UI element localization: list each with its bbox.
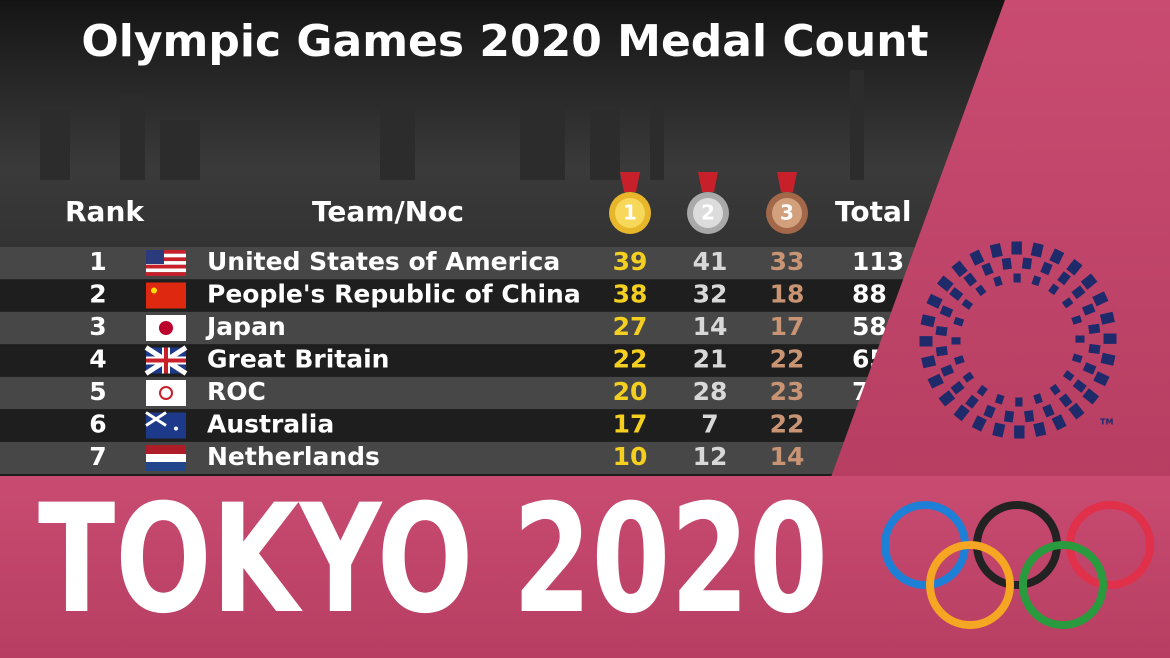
flag — [146, 380, 186, 406]
flag — [146, 282, 186, 309]
medal-label: 1 — [623, 201, 637, 225]
medal-gold: 1 — [609, 172, 651, 234]
medal-label: 3 — [780, 201, 794, 225]
medal-silver: 2 — [687, 172, 729, 234]
bronze: 22 — [770, 345, 805, 374]
bronze: 22 — [770, 410, 805, 439]
table-row: 5ROC20282371 — [0, 377, 1000, 409]
table-row: 6 Australia 17 7 22 — [0, 409, 1000, 442]
table-row: 2 People's Republic of China 38 32 18 88 — [0, 279, 1000, 312]
gold: 10 — [613, 442, 648, 471]
gold: 17 — [613, 410, 648, 439]
total: 88 — [852, 280, 887, 309]
banner-text: TOKYO 2020 — [38, 473, 828, 647]
team: People's Republic of China — [207, 280, 581, 309]
total: 113 — [852, 247, 904, 276]
flag — [146, 250, 186, 276]
pink-panel — [830, 0, 1170, 480]
rank: 5 — [89, 377, 106, 406]
rank: 6 — [89, 410, 106, 439]
team: United States of America — [207, 247, 560, 276]
table-row: 4 Great Britain 22 21 22 65 — [0, 344, 1000, 377]
team: Great Britain — [207, 345, 389, 374]
team: Australia — [207, 410, 334, 439]
title: Olympic Games 2020 Medal Count — [81, 16, 928, 67]
silver: 41 — [693, 247, 728, 276]
rank: 4 — [89, 345, 106, 374]
flag — [146, 445, 186, 471]
gold: 39 — [613, 247, 648, 276]
flag — [145, 411, 186, 439]
gold: 38 — [613, 280, 648, 309]
trademark: TM — [1100, 418, 1113, 427]
gold: 20 — [613, 377, 648, 406]
silver: 28 — [693, 377, 728, 406]
table-row: 1 United States of America 39 41 33 113 — [0, 247, 1000, 279]
bronze: 14 — [770, 442, 805, 471]
silver: 21 — [693, 345, 728, 374]
bronze: 18 — [770, 280, 805, 309]
bronze: 17 — [770, 312, 805, 341]
table-row: 7 Netherlands 10 12 14 — [0, 442, 1000, 474]
medal-label: 2 — [701, 201, 715, 225]
olympic-rings — [881, 501, 1154, 629]
gold: 22 — [613, 345, 648, 374]
skyline — [40, 70, 864, 180]
tokyo-emblem — [919, 241, 1117, 439]
bronze: 23 — [770, 377, 805, 406]
medal-bronze: 3 — [766, 172, 808, 234]
header-team: Team/Noc — [312, 195, 464, 228]
flag — [144, 345, 188, 376]
total: 58 — [852, 312, 887, 341]
bronze: 33 — [770, 247, 805, 276]
header-total: Total — [835, 195, 912, 228]
silver: 12 — [693, 442, 728, 471]
table-row: 3 Japan 27 14 17 58 — [0, 312, 1000, 344]
rank: 3 — [89, 312, 106, 341]
rank: 1 — [89, 247, 106, 276]
rank: 2 — [89, 280, 106, 309]
silver: 32 — [693, 280, 728, 309]
silver: 14 — [693, 312, 728, 341]
silver: 7 — [701, 410, 718, 439]
team: Japan — [205, 312, 286, 341]
team: ROC — [207, 377, 266, 406]
gold: 27 — [613, 312, 648, 341]
flag — [146, 315, 186, 341]
header-rank: Rank — [65, 195, 145, 228]
rank: 7 — [89, 442, 106, 471]
team: Netherlands — [207, 442, 380, 471]
